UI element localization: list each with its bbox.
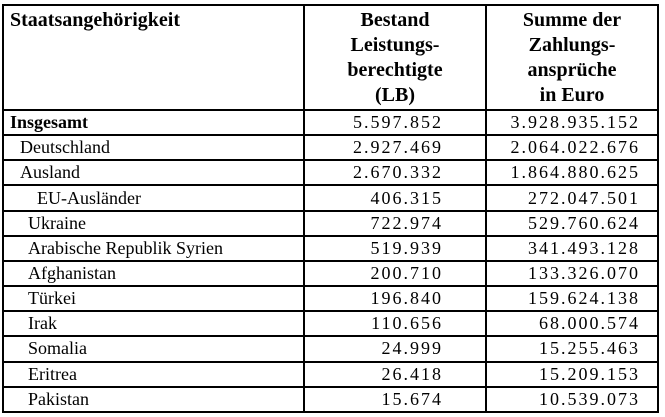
table-row-pakistan: Pakistan 15.674 10.539.073 <box>2 385 659 414</box>
header-bestand-lb: Bestand Leistungs- berechtigte (LB) <box>303 4 487 111</box>
bestand-value: 5.597.852 <box>303 108 487 137</box>
bestand-value: 110.656 <box>303 310 487 338</box>
row-label: Arabische Republik Syrien <box>2 234 305 262</box>
nationality-benefits-table: Staatsangehörigkeit Bestand Leistungs- b… <box>2 4 659 414</box>
summe-value: 133.326.070 <box>485 259 659 288</box>
row-label: Ausland <box>2 159 305 187</box>
table-row-irak: Irak 110.656 68.000.574 <box>2 310 659 338</box>
bestand-value: 26.418 <box>303 360 487 388</box>
table-row-afghanistan: Afghanistan 200.710 133.326.070 <box>2 259 659 288</box>
bestand-value: 15.674 <box>303 385 487 414</box>
summe-value: 10.539.073 <box>485 385 659 414</box>
table-row-tuerkei: Türkei 196.840 159.624.138 <box>2 285 659 313</box>
bestand-value: 200.710 <box>303 259 487 288</box>
summe-value: 272.047.501 <box>485 184 659 212</box>
table-row-eu-auslaender: EU-Ausländer 406.315 272.047.501 <box>2 184 659 212</box>
row-label: EU-Ausländer <box>2 184 305 212</box>
row-label: Ukraine <box>2 209 305 237</box>
bestand-value: 2.927.469 <box>303 134 487 162</box>
table-row-syrien: Arabische Republik Syrien 519.939 341.49… <box>2 234 659 262</box>
bestand-value: 24.999 <box>303 335 487 363</box>
table-row-deutschland: Deutschland 2.927.469 2.064.022.676 <box>2 134 659 162</box>
summe-value: 3.928.935.152 <box>485 108 659 137</box>
summe-value: 159.624.138 <box>485 285 659 313</box>
summe-value: 15.209.153 <box>485 360 659 388</box>
summe-value: 2.064.022.676 <box>485 134 659 162</box>
header-summe-euro: Summe der Zahlungs- ansprüche in Euro <box>485 4 659 111</box>
row-label: Irak <box>2 310 305 338</box>
summe-value: 15.255.463 <box>485 335 659 363</box>
bestand-value: 722.974 <box>303 209 487 237</box>
summe-value: 1.864.880.625 <box>485 159 659 187</box>
row-label: Türkei <box>2 285 305 313</box>
bestand-value: 2.670.332 <box>303 159 487 187</box>
table-row-somalia: Somalia 24.999 15.255.463 <box>2 335 659 363</box>
summe-value: 341.493.128 <box>485 234 659 262</box>
row-label: Deutschland <box>2 134 305 162</box>
row-label: Somalia <box>2 335 305 363</box>
summe-value: 68.000.574 <box>485 310 659 338</box>
row-label: Afghanistan <box>2 259 305 288</box>
table-row-eritrea: Eritrea 26.418 15.209.153 <box>2 360 659 388</box>
bestand-value: 196.840 <box>303 285 487 313</box>
table-row-ukraine: Ukraine 722.974 529.760.624 <box>2 209 659 237</box>
table-header-row: Staatsangehörigkeit Bestand Leistungs- b… <box>2 4 659 111</box>
row-label: Pakistan <box>2 385 305 414</box>
bestand-value: 406.315 <box>303 184 487 212</box>
row-label: Eritrea <box>2 360 305 388</box>
bestand-value: 519.939 <box>303 234 487 262</box>
summe-value: 529.760.624 <box>485 209 659 237</box>
table-row-insgesamt: Insgesamt 5.597.852 3.928.935.152 <box>2 108 659 137</box>
row-label: Insgesamt <box>2 108 305 137</box>
header-nationality: Staatsangehörigkeit <box>2 4 305 111</box>
table-row-ausland: Ausland 2.670.332 1.864.880.625 <box>2 159 659 187</box>
